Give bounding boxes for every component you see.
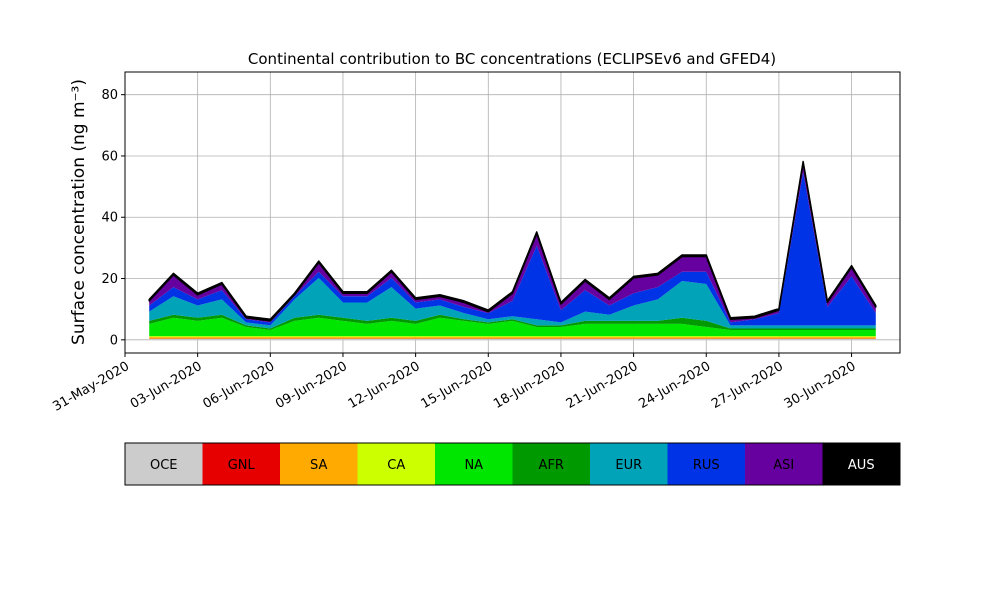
x-tick-label: 21-Jun-2020 — [564, 359, 641, 412]
area — [149, 172, 876, 326]
legend-swatch — [822, 443, 900, 485]
x-tick-label: 12-Jun-2020 — [346, 359, 423, 412]
area — [149, 317, 876, 337]
y-tick-label: 40 — [101, 211, 118, 226]
x-tick-label: 31-May-2020 — [50, 359, 132, 415]
legend-swatch — [512, 443, 590, 485]
legend-swatch — [202, 443, 280, 485]
y-tick-label: 0 — [110, 333, 118, 348]
legend-label: AFR — [539, 458, 564, 473]
legend-label: SA — [310, 458, 327, 473]
legend-swatch — [667, 443, 745, 485]
area — [149, 338, 876, 340]
x-tick-label: 18-Jun-2020 — [491, 359, 568, 412]
area — [149, 336, 876, 338]
y-axis-label: Surface concentration (ng m⁻³) — [69, 79, 89, 345]
legend-label: RUS — [693, 458, 720, 473]
x-tick-label: 24-Jun-2020 — [636, 359, 713, 412]
legend-frame — [124, 442, 901, 486]
legend-swatch — [125, 443, 203, 485]
x-tick-label: 03-Jun-2020 — [128, 359, 205, 412]
legend-label: CA — [387, 458, 405, 473]
legend-swatch — [357, 443, 435, 485]
y-tick-label: 80 — [101, 88, 118, 103]
chart-title: Continental contribution to BC concentra… — [248, 50, 776, 68]
y-tick-label: 60 — [101, 149, 118, 164]
legend-swatch — [590, 443, 668, 485]
legend-label: AUS — [848, 458, 875, 473]
legend-label: NA — [464, 458, 483, 473]
legend-label: OCE — [150, 458, 178, 473]
x-tick-label: 30-Jun-2020 — [782, 359, 859, 412]
x-tick-label: 09-Jun-2020 — [273, 359, 350, 412]
area — [149, 277, 876, 329]
area — [149, 163, 876, 323]
y-tick-label: 20 — [101, 272, 118, 287]
x-tick-label: 06-Jun-2020 — [200, 359, 277, 412]
legend-label: GNL — [228, 458, 256, 473]
x-tick-label: 15-Jun-2020 — [418, 359, 495, 412]
legend-label: EUR — [615, 458, 642, 473]
area — [149, 314, 876, 331]
legend-swatch — [280, 443, 358, 485]
area — [149, 337, 876, 339]
plot-frame — [124, 71, 901, 354]
x-tick-label: 27-Jun-2020 — [709, 359, 786, 412]
area — [148, 160, 877, 322]
legend-swatch — [435, 443, 513, 485]
legend-swatch — [745, 443, 823, 485]
legend-label: ASI — [773, 458, 794, 473]
